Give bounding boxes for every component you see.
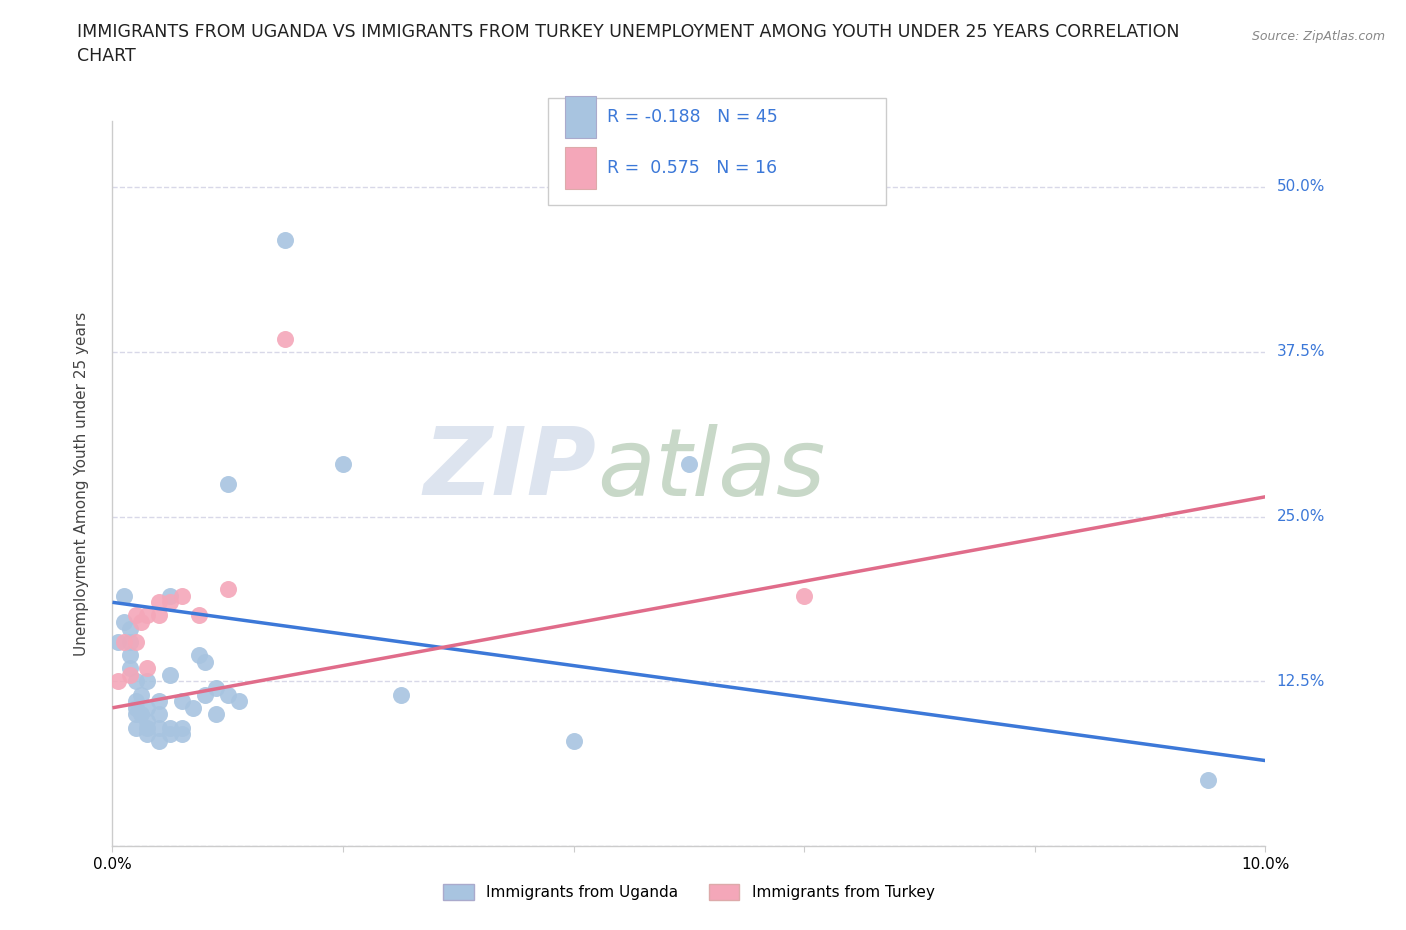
Point (124, 608, 146, 623)
Point (205, 681, 228, 696)
Point (118, 647, 141, 662)
Point (228, 694, 250, 709)
Point (129, 615, 153, 630)
Point (136, 700, 159, 715)
Point (170, 726, 193, 741)
Text: ZIP: ZIP (423, 423, 596, 515)
Point (159, 720, 181, 735)
Point (112, 634, 135, 649)
Point (148, 734, 170, 749)
Point (136, 713, 159, 728)
Text: 25.0%: 25.0% (1277, 509, 1324, 525)
Legend: Immigrants from Uganda, Immigrants from Turkey: Immigrants from Uganda, Immigrants from … (443, 884, 935, 900)
Point (205, 707, 228, 722)
Point (159, 595, 181, 610)
Point (217, 581, 239, 596)
Point (148, 694, 170, 709)
Point (107, 634, 129, 649)
Text: Source: ZipAtlas.com: Source: ZipAtlas.com (1251, 30, 1385, 43)
Point (124, 674, 146, 689)
Point (274, 232, 297, 247)
Point (678, 457, 700, 472)
Point (136, 726, 159, 741)
Point (148, 595, 170, 610)
Point (793, 589, 815, 604)
Point (118, 634, 141, 649)
Point (112, 615, 135, 630)
Point (159, 589, 181, 604)
Point (194, 654, 217, 669)
Point (562, 734, 585, 749)
Text: 12.5%: 12.5% (1277, 674, 1324, 689)
Point (136, 720, 159, 735)
Point (332, 457, 354, 472)
Point (129, 687, 153, 702)
Point (118, 661, 141, 676)
Text: 37.5%: 37.5% (1277, 344, 1324, 359)
Point (1197, 773, 1219, 788)
Point (118, 668, 141, 683)
Point (389, 687, 412, 702)
Point (124, 700, 146, 715)
Point (124, 707, 146, 722)
Point (159, 726, 181, 741)
Point (148, 720, 170, 735)
Point (124, 720, 146, 735)
Point (170, 720, 193, 735)
Point (129, 707, 153, 722)
Point (170, 694, 193, 709)
Point (159, 668, 181, 683)
Point (194, 687, 217, 702)
Text: atlas: atlas (596, 423, 825, 514)
Text: R =  0.575   N = 16: R = 0.575 N = 16 (607, 159, 778, 177)
Point (217, 687, 239, 702)
Point (148, 608, 170, 623)
Point (217, 476, 239, 491)
Point (274, 331, 297, 346)
Text: R = -0.188   N = 45: R = -0.188 N = 45 (607, 109, 778, 126)
Point (124, 634, 146, 649)
Point (112, 589, 135, 604)
Y-axis label: Unemployment Among Youth under 25 years: Unemployment Among Youth under 25 years (75, 312, 89, 656)
Point (136, 674, 159, 689)
Point (124, 694, 146, 709)
Point (118, 621, 141, 636)
Point (170, 589, 193, 604)
Point (107, 674, 129, 689)
Point (136, 661, 159, 676)
Point (181, 700, 204, 715)
Text: 50.0%: 50.0% (1277, 179, 1324, 194)
Point (188, 647, 211, 662)
Point (148, 707, 170, 722)
Point (188, 608, 211, 623)
Point (136, 608, 159, 623)
Text: IMMIGRANTS FROM UGANDA VS IMMIGRANTS FROM TURKEY UNEMPLOYMENT AMONG YOUTH UNDER : IMMIGRANTS FROM UGANDA VS IMMIGRANTS FRO… (77, 23, 1180, 65)
